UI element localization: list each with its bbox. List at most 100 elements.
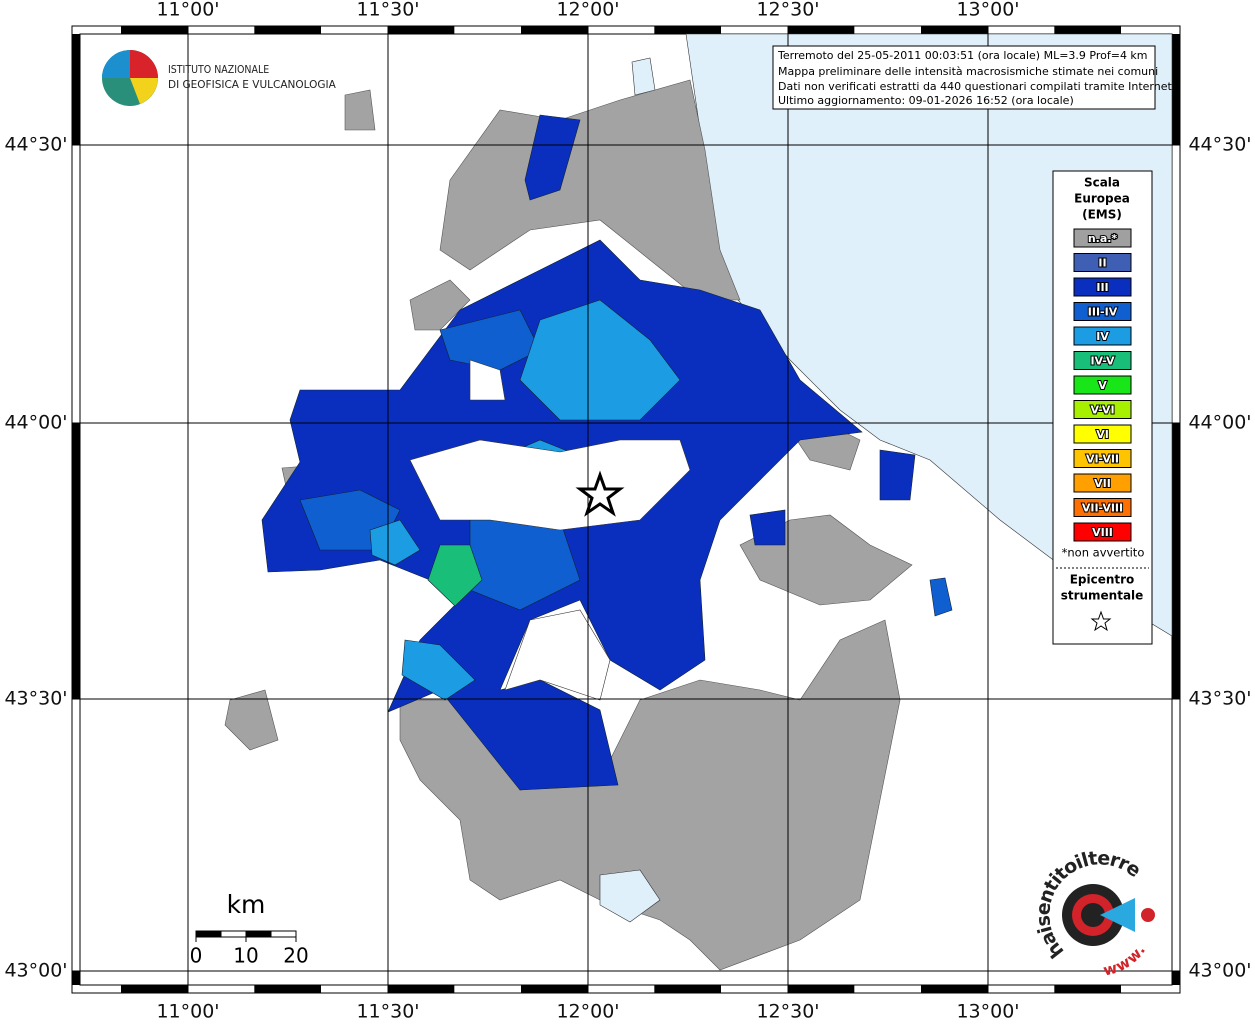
region	[519, 299, 681, 421]
region	[399, 619, 901, 971]
frame-band	[921, 985, 988, 993]
frame-band	[921, 26, 988, 34]
lat-label: 43°00'	[4, 960, 67, 982]
region	[929, 577, 953, 617]
region	[879, 449, 916, 501]
legend-swatch	[1073, 400, 1132, 419]
lon-label: 12°30'	[756, 1001, 819, 1023]
logo-ring	[1081, 903, 1105, 927]
logo-segment	[102, 50, 130, 78]
lat-label: 44°00'	[4, 412, 67, 434]
region	[409, 279, 471, 331]
legend-label: II	[1098, 257, 1106, 270]
logo-wave	[1100, 898, 1135, 932]
lon-label: 13°00'	[956, 1001, 1019, 1023]
logo-segment	[130, 78, 158, 104]
legend: Scala Europea (EMS) *non avvertito Epice…	[1052, 170, 1153, 645]
lat-label: 44°30'	[1188, 134, 1251, 156]
region	[369, 519, 421, 566]
info-line: Terremoto del 25-05-2011 00:03:51 (ora l…	[777, 49, 1148, 62]
frame-band	[72, 34, 80, 145]
frame-band	[1172, 423, 1180, 699]
region	[224, 689, 279, 751]
region	[344, 89, 376, 131]
lat-label: 43°30'	[4, 688, 67, 710]
info-line: Dati non verificati estratti da 440 ques…	[778, 80, 1175, 93]
legend-label: n.a.*	[1088, 232, 1118, 245]
frame-band	[72, 971, 80, 985]
region	[439, 79, 741, 301]
lon-label: 11°00'	[156, 1001, 219, 1023]
frame-band	[254, 985, 321, 993]
frame-band	[521, 26, 588, 34]
lon-label: 11°30'	[356, 0, 419, 21]
frame-bands	[72, 26, 1180, 993]
logo-segment	[130, 50, 158, 78]
legend-label: VI	[1096, 428, 1109, 441]
lon-label: 12°00'	[556, 1001, 619, 1023]
legend-note: *non avvertito	[1062, 546, 1145, 560]
frame-band	[787, 985, 855, 993]
legend-label: III	[1096, 281, 1108, 294]
lon-label: 11°30'	[356, 1001, 419, 1023]
legend-label: IV-V	[1090, 355, 1115, 368]
frame-band	[1172, 34, 1180, 145]
lon-label: 12°00'	[556, 0, 619, 21]
legend-label: VII-VIII	[1082, 502, 1123, 515]
region	[524, 114, 581, 201]
frame-band	[1172, 971, 1180, 985]
frame-band	[121, 985, 188, 993]
legend-title: Europea	[1074, 192, 1130, 206]
info-box	[772, 45, 1156, 110]
frame-band	[1054, 985, 1121, 993]
region	[469, 359, 506, 401]
lon-label: 13°00'	[956, 0, 1019, 21]
scale-segment	[195, 930, 222, 938]
region	[427, 544, 483, 607]
legend-star	[1090, 610, 1112, 632]
lat-label: 44°00'	[1188, 412, 1251, 434]
legend-swatch	[1073, 253, 1132, 272]
legend-swatch	[1073, 351, 1132, 370]
legend-swatch	[1073, 277, 1132, 297]
frame-band	[387, 26, 455, 34]
scale-label: 20	[283, 944, 308, 968]
lat-label: 43°30'	[1188, 688, 1251, 710]
ingv-logo: ISTITUTO NAZIONALE DI GEOFISICA E VULCAN…	[102, 50, 337, 106]
epicenter-star	[575, 470, 625, 517]
logo-text: DI GEOFISICA E VULCANOLOGIA	[168, 79, 337, 91]
frame-band	[787, 26, 855, 34]
legend-swatch	[1073, 424, 1132, 444]
legend-swatch	[1073, 498, 1132, 517]
frame-band	[121, 26, 188, 34]
lon-label: 11°00'	[156, 0, 219, 21]
scale-segment	[270, 930, 297, 938]
legend-swatch	[1073, 449, 1132, 468]
unfelt-areas	[409, 359, 691, 923]
region	[401, 639, 476, 701]
legend-swatch	[1073, 228, 1132, 248]
legend-label: V-VI	[1090, 404, 1114, 417]
scale-label: 0	[190, 944, 203, 968]
lat-label: 43°00'	[1188, 960, 1251, 982]
frame-band	[654, 985, 721, 993]
legend-label: III-IV	[1088, 306, 1118, 319]
scale-bar: km 0 10 20	[190, 890, 309, 968]
legend-swatch	[1073, 375, 1132, 395]
region	[504, 609, 611, 701]
frame-band	[387, 985, 455, 993]
info-line: Ultimo aggiornamento: 09-01-2026 16:52 (…	[778, 94, 1074, 107]
frame-band	[254, 26, 321, 34]
legend-swatch	[1073, 302, 1132, 321]
frame-band	[1054, 26, 1121, 34]
region	[439, 309, 541, 371]
legend-label: IV	[1096, 330, 1109, 343]
legend-epicenter: Epicentro	[1070, 573, 1135, 587]
lake	[599, 869, 661, 923]
legend-label: VIII	[1092, 526, 1113, 539]
legend-swatch	[1073, 522, 1132, 542]
legend-label: VII	[1094, 477, 1111, 490]
